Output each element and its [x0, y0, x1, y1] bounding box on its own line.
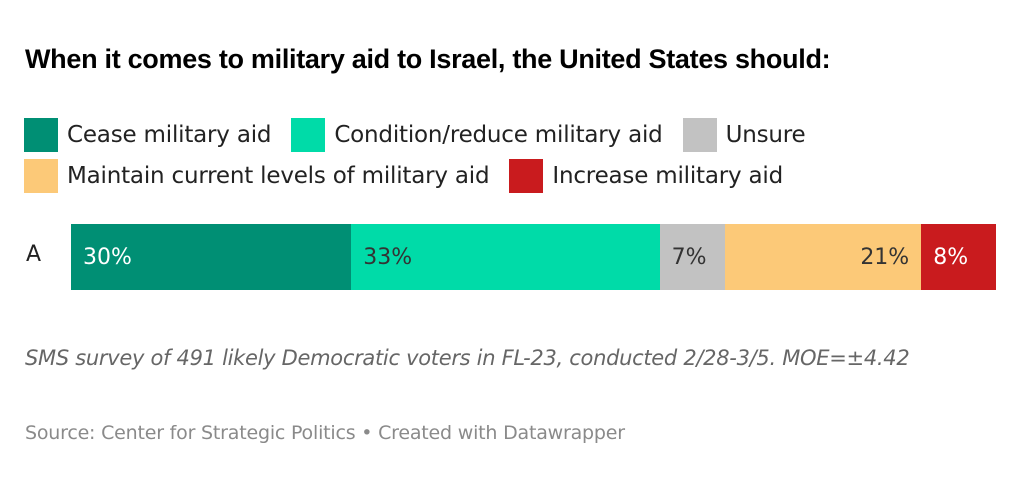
bar-segment-maintain-current-levels-of-military-aid: 21%	[725, 224, 922, 290]
legend-label-cease: Cease military aid	[67, 121, 272, 148]
bar-segment-unsure: 7%	[659, 224, 726, 290]
chart-notes: SMS survey of 491 likely Democratic vote…	[25, 346, 910, 370]
legend-item-increase: Increase military aid	[509, 158, 784, 193]
legend-row-2: Maintain current levels of military aid …	[24, 155, 1014, 196]
legend: Cease military aid Condition/reduce mili…	[24, 114, 1014, 196]
legend-item-condition-reduce: Condition/reduce military aid	[291, 117, 663, 152]
legend-label-maintain: Maintain current levels of military aid	[67, 162, 490, 189]
legend-item-maintain: Maintain current levels of military aid	[24, 158, 490, 193]
legend-row-1: Cease military aid Condition/reduce mili…	[24, 114, 1014, 155]
legend-item-cease: Cease military aid	[24, 117, 272, 152]
legend-label-condition-reduce: Condition/reduce military aid	[334, 121, 663, 148]
data-label-condition-reduce-military-aid: 33%	[363, 244, 413, 270]
data-label-cease-military-aid: 30%	[83, 244, 132, 270]
chart-source: Source: Center for Strategic Politics • …	[25, 422, 625, 444]
legend-item-unsure: Unsure	[682, 117, 806, 152]
legend-swatch-increase	[509, 158, 544, 193]
bar-segment-increase-military-aid: 8%	[921, 224, 996, 290]
chart-title: When it comes to military aid to Israel,…	[25, 44, 831, 74]
legend-swatch-unsure	[682, 117, 717, 152]
legend-swatch-condition-reduce	[291, 117, 326, 152]
legend-label-increase: Increase military aid	[552, 162, 784, 189]
legend-swatch-maintain	[24, 158, 58, 193]
data-label-unsure: 7%	[671, 244, 707, 270]
category-label: A	[26, 242, 42, 267]
bar-segment-condition-reduce-military-aid: 33%	[351, 224, 660, 290]
data-label-increase-military-aid: 8%	[933, 244, 969, 270]
data-label-maintain-current-levels-of-military-aid: 21%	[860, 244, 910, 270]
stacked-bar: 30% 33% 7% 21% 8%	[71, 224, 996, 290]
legend-label-unsure: Unsure	[725, 121, 806, 148]
legend-swatch-cease	[24, 117, 58, 152]
bar-segment-cease-military-aid: 30%	[71, 224, 352, 290]
